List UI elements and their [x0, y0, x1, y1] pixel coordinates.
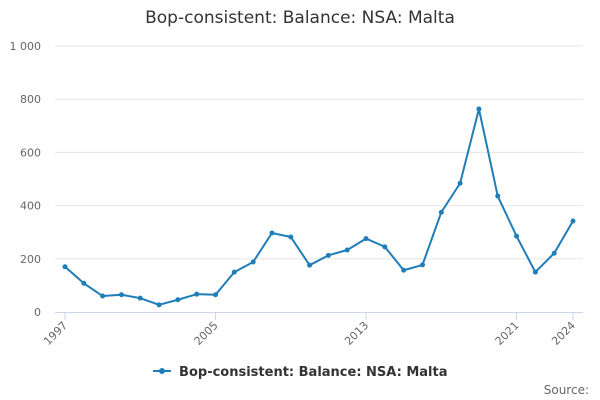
y-tick-label: 400 — [20, 200, 41, 213]
data-point[interactable] — [551, 250, 557, 256]
x-tick-label: 2021 — [493, 319, 522, 348]
data-point[interactable] — [137, 295, 143, 301]
data-point[interactable] — [288, 234, 294, 240]
data-point[interactable] — [156, 302, 162, 308]
data-point[interactable] — [213, 292, 219, 298]
y-axis-labels: 0 200 400 600 800 1 000 — [10, 40, 42, 319]
data-point[interactable] — [231, 269, 237, 275]
x-tick-label: 2024 — [549, 319, 578, 348]
data-point[interactable] — [250, 259, 256, 265]
data-point[interactable] — [118, 292, 124, 298]
series-line — [64, 108, 574, 306]
grid-lines — [55, 45, 583, 260]
data-point[interactable] — [81, 280, 87, 286]
data-point[interactable] — [419, 262, 425, 268]
data-point[interactable] — [307, 262, 313, 268]
data-point[interactable] — [514, 233, 520, 239]
y-tick-label: 1 000 — [10, 40, 42, 53]
x-axis — [55, 312, 583, 320]
y-tick-label: 800 — [20, 93, 41, 106]
data-point[interactable] — [570, 218, 576, 224]
data-point[interactable] — [495, 193, 501, 199]
data-point[interactable] — [344, 247, 350, 253]
x-tick-label: 2013 — [342, 319, 371, 348]
legend[interactable]: Bop-consistent: Balance: NSA: Malta — [0, 365, 600, 380]
y-tick-label: 0 — [34, 306, 41, 319]
y-tick-label: 200 — [20, 253, 41, 266]
data-point[interactable] — [175, 297, 181, 303]
source-label: Source: — [543, 383, 589, 397]
x-tick-label: 1997 — [41, 319, 70, 348]
data-point[interactable] — [194, 291, 200, 297]
data-point[interactable] — [325, 252, 331, 258]
data-point[interactable] — [62, 264, 68, 270]
data-point[interactable] — [269, 230, 275, 236]
data-point[interactable] — [438, 209, 444, 215]
data-point[interactable] — [476, 106, 482, 112]
chart-title: Bop-consistent: Balance: NSA: Malta — [145, 8, 455, 28]
legend-line-marker-icon — [152, 367, 171, 374]
data-point[interactable] — [401, 267, 407, 273]
x-tick-label: 2005 — [192, 319, 221, 348]
data-point[interactable] — [457, 180, 463, 186]
data-point[interactable] — [532, 269, 538, 275]
data-point[interactable] — [382, 244, 388, 250]
legend-label: Bop-consistent: Balance: NSA: Malta — [179, 365, 448, 380]
data-point[interactable] — [363, 236, 369, 242]
x-axis-labels: 1997 2005 2013 2021 2024 — [41, 319, 578, 348]
y-tick-label: 600 — [20, 146, 41, 159]
data-point[interactable] — [100, 293, 106, 299]
series-group — [62, 106, 576, 308]
